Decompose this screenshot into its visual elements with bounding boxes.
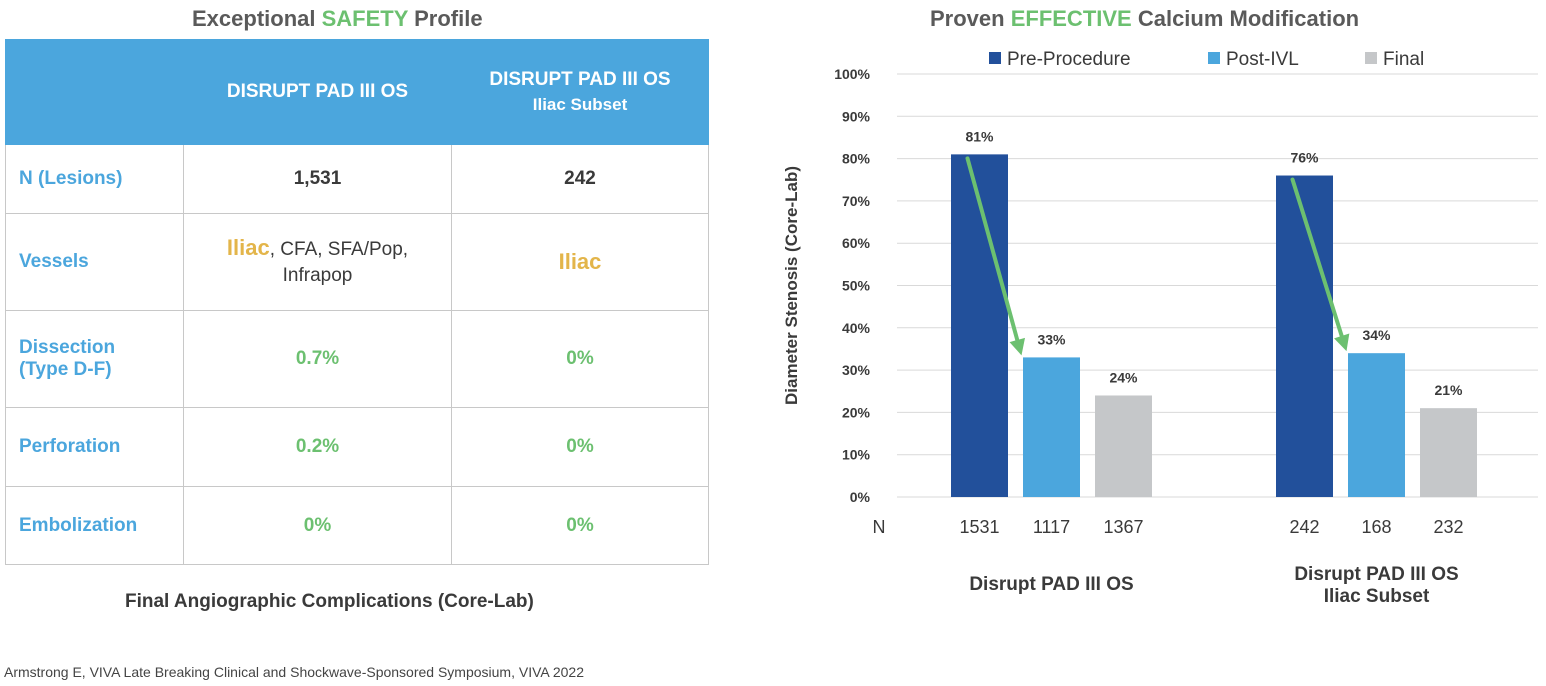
- legend-swatch: [989, 52, 1001, 64]
- table-row: N (Lesions) 1,531 242: [5, 144, 709, 214]
- table-row: Embolization 0% 0%: [5, 486, 709, 565]
- bar: [1420, 408, 1477, 497]
- y-tick-label: 70%: [842, 193, 871, 209]
- cell-dissection-col1: 0.7%: [183, 310, 452, 408]
- legend-swatch: [1208, 52, 1220, 64]
- data-label: 33%: [1037, 331, 1066, 347]
- y-tick-label: 40%: [842, 320, 871, 336]
- row-label-dissection: Dissection (Type D-F): [5, 310, 184, 408]
- row-label-n: N (Lesions): [5, 144, 184, 214]
- bar: [1276, 175, 1333, 497]
- efficacy-title-highlight: EFFECTIVE: [1010, 6, 1132, 31]
- header-col-1: DISRUPT PAD III OS: [183, 39, 452, 145]
- table-header-row: DISRUPT PAD III OS DISRUPT PAD III OS Ili…: [5, 39, 709, 145]
- table-caption: Final Angiographic Complications (Core-L…: [125, 591, 534, 612]
- safety-title-post: Profile: [407, 6, 483, 31]
- cell-vessels-col1: Iliac, CFA, SFA/Pop, Infrapop: [183, 213, 452, 311]
- data-label: 81%: [965, 128, 994, 144]
- cell-n-col2: 242: [451, 144, 709, 214]
- reduction-arrow: [965, 156, 1020, 342]
- cell-perforation-col2: 0%: [451, 407, 709, 487]
- row-label-vessels: Vessels: [5, 213, 184, 311]
- cell-dissection-col2: 0%: [451, 310, 709, 408]
- table-row: Vessels Iliac, CFA, SFA/Pop, Infrapop Il…: [5, 213, 709, 311]
- data-label: 21%: [1434, 382, 1463, 398]
- n-count-label: 1367: [1103, 517, 1143, 537]
- vessel-list-line1: , CFA, SFA/Pop,: [269, 239, 409, 260]
- group-label: Disrupt PAD III OS: [1294, 564, 1458, 585]
- reduction-arrowhead: [1334, 333, 1350, 352]
- bar: [1348, 353, 1405, 497]
- legend-label: Pre-Procedure: [1007, 49, 1131, 70]
- citation: Armstrong E, VIVA Late Breaking Clinical…: [4, 664, 585, 680]
- data-label: 34%: [1362, 327, 1391, 343]
- cell-vessels-col2: Iliac: [451, 213, 709, 311]
- legend-label: Post-IVL: [1226, 49, 1299, 70]
- safety-table: DISRUPT PAD III OS DISRUPT PAD III OS Ili…: [5, 39, 709, 565]
- cell-embolization-col2: 0%: [451, 486, 709, 565]
- reduction-arrow: [1290, 177, 1344, 338]
- y-tick-label: 20%: [842, 404, 871, 420]
- bar: [1095, 395, 1152, 497]
- n-axis-label: N: [873, 517, 886, 537]
- header-col-2-sublabel: Iliac Subset: [532, 95, 628, 114]
- stenosis-bar-chart: 0% 10% 20% 30% 40% 50% 60% 70% 80% 90% 100% Diamete…: [782, 49, 1538, 607]
- efficacy-title-post: Calcium Modification: [1131, 6, 1360, 31]
- row-label-perforation: Perforation: [5, 407, 184, 487]
- data-label: 24%: [1109, 369, 1138, 385]
- bar: [1023, 357, 1080, 497]
- row-label-embolization: Embolization: [5, 486, 184, 565]
- cell-n-col1: 1,531: [183, 144, 452, 214]
- table-row: Perforation 0.2% 0%: [5, 407, 709, 487]
- y-tick-label: 10%: [842, 447, 871, 463]
- y-tick-label: 80%: [842, 151, 871, 167]
- y-tick-label: 90%: [842, 108, 871, 124]
- dissection-label-line1: Dissection: [19, 337, 116, 358]
- header-col-2: DISRUPT PAD III OS Iliac Subset: [451, 39, 709, 145]
- y-tick-label: 30%: [842, 362, 871, 378]
- reduction-arrowhead: [1009, 337, 1025, 356]
- header-col-2-label: DISRUPT PAD III OS: [489, 69, 671, 90]
- y-tick-label: 0%: [850, 489, 871, 505]
- n-count-label: 1531: [959, 517, 999, 537]
- y-axis-label: Diameter Stenosis (Core-Lab): [782, 166, 801, 405]
- y-tick-label: 50%: [842, 278, 871, 294]
- vessel-iliac-highlight: Iliac: [226, 235, 270, 260]
- n-count-label: 168: [1361, 517, 1391, 537]
- vessel-list-line2: Infrapop: [282, 265, 353, 286]
- cell-embolization-col1: 0%: [183, 486, 452, 565]
- efficacy-title: Proven EFFECTIVE Calcium Modification: [930, 6, 1359, 32]
- dissection-label-line2: (Type D-F): [19, 359, 112, 380]
- vessel-iliac-col2: Iliac: [558, 249, 602, 274]
- y-tick-label: 60%: [842, 235, 871, 251]
- cell-perforation-col1: 0.2%: [183, 407, 452, 487]
- y-tick-label: 100%: [834, 66, 870, 82]
- table-row: Dissection (Type D-F) 0.7% 0%: [5, 310, 709, 408]
- n-count-label: 232: [1433, 517, 1463, 537]
- header-empty-cell: [5, 39, 184, 145]
- bar: [951, 154, 1008, 497]
- group-sublabel: Iliac Subset: [1324, 586, 1430, 607]
- legend-swatch: [1365, 52, 1377, 64]
- n-count-label: 242: [1289, 517, 1319, 537]
- safety-title-highlight: SAFETY: [321, 6, 408, 31]
- safety-title-pre: Exceptional: [192, 6, 322, 31]
- header-col-1-label: DISRUPT PAD III OS: [226, 81, 409, 102]
- safety-title: Exceptional SAFETY Profile: [192, 6, 483, 32]
- data-label: 76%: [1290, 150, 1319, 166]
- n-count-label: 1117: [1033, 517, 1070, 537]
- efficacy-title-pre: Proven: [930, 6, 1011, 31]
- group-label: Disrupt PAD III OS: [969, 574, 1133, 595]
- legend-label: Final: [1383, 49, 1424, 70]
